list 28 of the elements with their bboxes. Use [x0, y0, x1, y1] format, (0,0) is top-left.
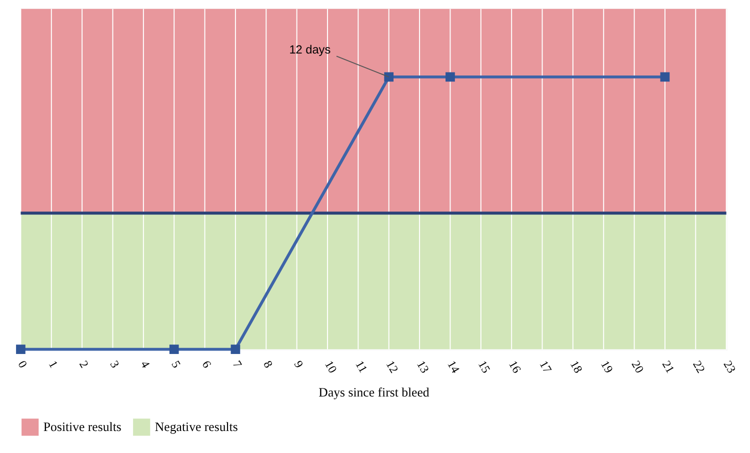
x-tick-label: 22	[690, 358, 708, 376]
x-tick-label: 7	[230, 358, 246, 370]
legend-label: Positive results	[43, 420, 122, 434]
x-tick-label: 5	[168, 358, 184, 370]
x-tick-label: 9	[291, 358, 306, 370]
x-tick-label: 3	[107, 358, 122, 370]
x-tick-label: 20	[628, 358, 647, 376]
x-tick-label: 23	[720, 358, 739, 376]
x-tick-label: 12	[383, 358, 402, 376]
x-tick-label: 4	[138, 358, 154, 370]
x-tick-label: 14	[444, 358, 463, 376]
x-tick-label: 19	[598, 358, 616, 376]
x-tick-label: 15	[475, 358, 494, 376]
x-tick-label: 6	[199, 358, 214, 370]
x-tick-label: 17	[536, 358, 555, 376]
x-tick-label: 2	[76, 358, 92, 370]
legend-label: Negative results	[154, 420, 238, 434]
x-tick-label: 0	[15, 358, 30, 370]
x-tick-label: 18	[567, 358, 586, 376]
x-axis-title: Days since first bleed	[318, 386, 430, 400]
x-tick-label: 21	[659, 358, 678, 376]
x-tick-label: 11	[352, 358, 371, 376]
x-tick-label: 13	[414, 358, 432, 376]
x-tick-label: 16	[506, 358, 524, 376]
x-tick-label: 8	[260, 358, 276, 370]
x-tick-label: 10	[322, 358, 340, 376]
x-tick-label: 1	[46, 358, 62, 370]
annotation: 12 days	[289, 42, 331, 56]
